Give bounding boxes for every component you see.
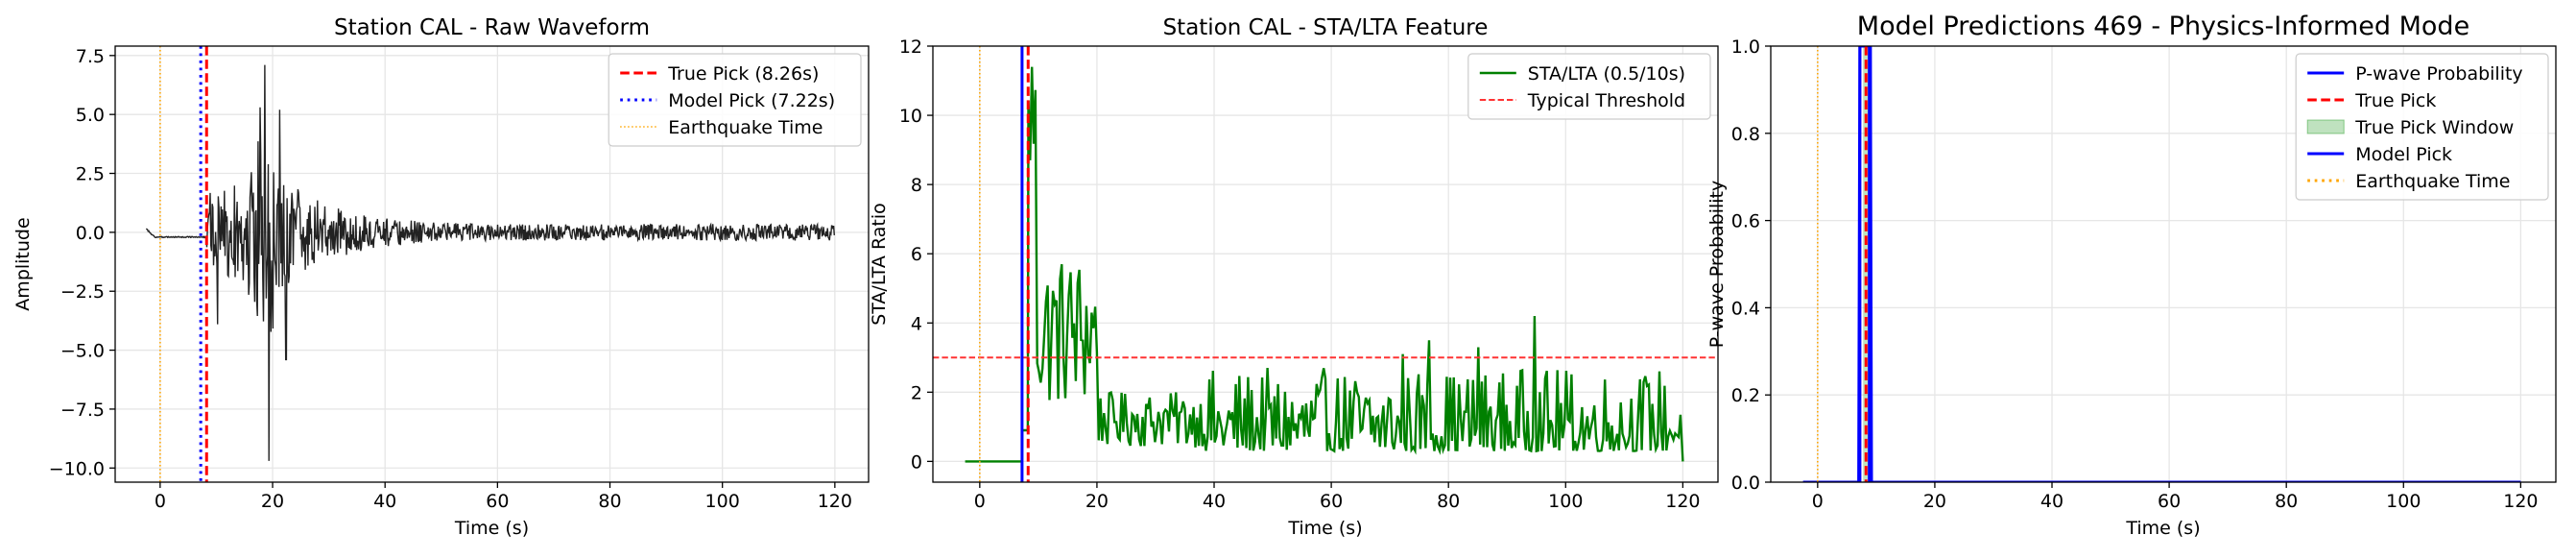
y-tick-label: −10.0 — [49, 458, 105, 479]
y-tick-label: 0.6 — [1731, 211, 1760, 232]
legend-box — [608, 53, 862, 147]
x-tick-label: 0 — [1812, 491, 1824, 512]
x-tick-label: 100 — [1548, 491, 1583, 512]
chart-3: 0 20 40 60 80 100 120 0.0 0.2 0.4 0.6 0.8 1.0 Time (s… — [1706, 12, 2557, 539]
legend-label: Model Pick — [2355, 144, 2452, 165]
x-tick-label: 0 — [155, 491, 166, 512]
y-tick-label: 4 — [911, 313, 922, 334]
y-tick-label: 0.4 — [1731, 298, 1760, 319]
y-tick-label: −7.5 — [60, 400, 105, 421]
legend-label: Earthquake Time — [668, 117, 823, 138]
y-tick-label: 2.5 — [76, 164, 105, 185]
chart-1: 0 20 40 60 80 100 120 −10.0 −7.5 −5.0 −2.5 0.0 2.5 5.… — [12, 15, 870, 539]
y-axis-label: Amplitude — [12, 217, 34, 310]
legend-label: True Pick (8.26s) — [667, 63, 819, 85]
y-tick-label: 6 — [911, 244, 922, 265]
legend-label: True Pick Window — [2354, 117, 2514, 138]
x-tick-label: 60 — [486, 491, 509, 512]
axes-frame — [1770, 45, 2557, 483]
y-tick-label: 0.0 — [1731, 473, 1760, 494]
x-tick-label: 80 — [598, 491, 621, 512]
legend-label: P-wave Probability — [2355, 63, 2523, 85]
x-tick-label: 40 — [1203, 491, 1226, 512]
axes-frame — [114, 45, 870, 483]
legend-label: Typical Threshold — [1527, 90, 1685, 111]
y-tick-label: 1.0 — [1731, 36, 1760, 58]
x-tick-label: 60 — [2158, 491, 2181, 512]
y-tick-label: 5.0 — [76, 105, 105, 126]
x-tick-label: 100 — [705, 491, 740, 512]
y-tick-label: 0.2 — [1731, 385, 1760, 406]
x-tick-label: 20 — [261, 491, 284, 512]
legend-box — [1467, 53, 1711, 120]
y-tick-label: 0.8 — [1731, 124, 1760, 145]
chart-title: Station CAL - Raw Waveform — [334, 15, 650, 40]
x-tick-label: 60 — [1320, 491, 1343, 512]
legend: P-wave Probability True Pick True Pick Win… — [2295, 53, 2549, 201]
x-tick-label: 20 — [1085, 491, 1109, 512]
legend-label: Model Pick (7.22s) — [668, 90, 835, 111]
x-tick-label: 40 — [2040, 491, 2063, 512]
x-axis-label: Time (s) — [454, 518, 529, 539]
y-tick-label: 0 — [911, 451, 922, 473]
legend: STA/LTA (0.5/10s) Typical Threshold — [1467, 53, 1711, 120]
y-tick-label: 0.0 — [76, 223, 105, 244]
legend-label: True Pick — [2354, 90, 2436, 111]
x-tick-label: 120 — [818, 491, 852, 512]
chart-title: Station CAL - STA/LTA Feature — [1163, 15, 1489, 40]
legend-label: STA/LTA (0.5/10s) — [1528, 63, 1685, 85]
legend-label: Earthquake Time — [2355, 171, 2510, 192]
y-tick-label: 10 — [899, 106, 922, 127]
chart-2: 0 20 40 60 80 100 120 0 2 4 6 8 10 12 Time (s) STA/LTA … — [869, 15, 1719, 539]
plot-area — [933, 46, 1718, 482]
y-tick-label: −5.0 — [60, 341, 105, 362]
y-axis-label: STA/LTA Ratio — [869, 203, 890, 326]
x-tick-label: 20 — [1923, 491, 1946, 512]
x-tick-label: 80 — [2275, 491, 2298, 512]
x-axis-label: Time (s) — [2125, 518, 2200, 539]
x-tick-label: 80 — [1437, 491, 1460, 512]
legend-box — [2295, 53, 2549, 201]
y-tick-label: 7.5 — [76, 46, 105, 67]
x-tick-label: 0 — [974, 491, 986, 512]
y-tick-label: 8 — [911, 175, 922, 196]
x-tick-label: 100 — [2386, 491, 2421, 512]
legend: True Pick (8.26s) Model Pick (7.22s) Earth… — [608, 53, 862, 147]
y-tick-label: −2.5 — [60, 281, 105, 303]
x-axis-label: Time (s) — [1287, 518, 1362, 539]
x-tick-label: 40 — [373, 491, 396, 512]
x-tick-label: 120 — [2503, 491, 2538, 512]
chart-title: Model Predictions 469 - Physics-Informed… — [1857, 12, 2469, 41]
y-tick-label: 12 — [899, 36, 922, 58]
x-tick-label: 120 — [1665, 491, 1700, 512]
waveform-trace — [146, 64, 835, 461]
plot-area — [1802, 46, 2521, 482]
legend-swatch — [2306, 119, 2345, 134]
plot-area — [146, 46, 835, 482]
sta-lta-trace — [965, 66, 1684, 463]
axes-frame — [932, 45, 1719, 483]
y-tick-label: 2 — [911, 382, 922, 403]
y-axis-label: P-wave Probability — [1706, 181, 1728, 349]
